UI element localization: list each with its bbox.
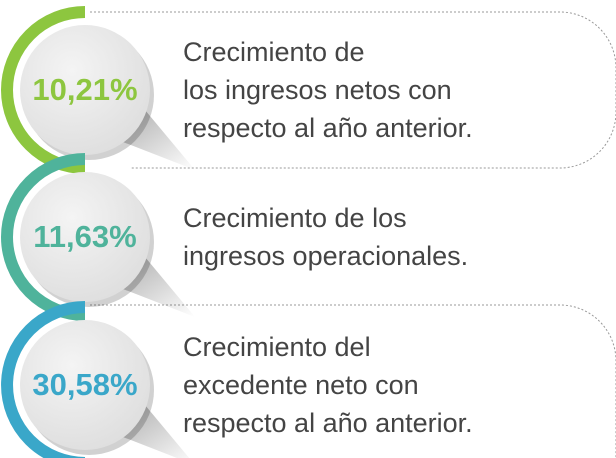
description-line: respecto al año anterior. (183, 113, 473, 143)
ring-arc (1, 301, 86, 458)
description-line: excedente neto con (183, 370, 419, 400)
ring-arc (1, 153, 86, 321)
disc (20, 320, 150, 450)
disc (20, 172, 150, 302)
description-line: ingresos operacionales. (183, 241, 468, 271)
percentage: 11,63% (33, 219, 136, 254)
frame (90, 304, 616, 458)
description-line: Crecimiento de los (183, 203, 407, 233)
ring-arc (1, 6, 86, 174)
description-line: Crecimiento del (183, 332, 371, 362)
description-line: los ingresos netos con (183, 75, 452, 105)
percentage: 30,58% (32, 367, 137, 402)
percentage: 10,21% (32, 72, 137, 107)
disc (20, 25, 150, 155)
frame (90, 11, 616, 169)
description-line: respecto al año anterior. (183, 408, 473, 438)
description-line: Crecimiento de (183, 37, 365, 67)
